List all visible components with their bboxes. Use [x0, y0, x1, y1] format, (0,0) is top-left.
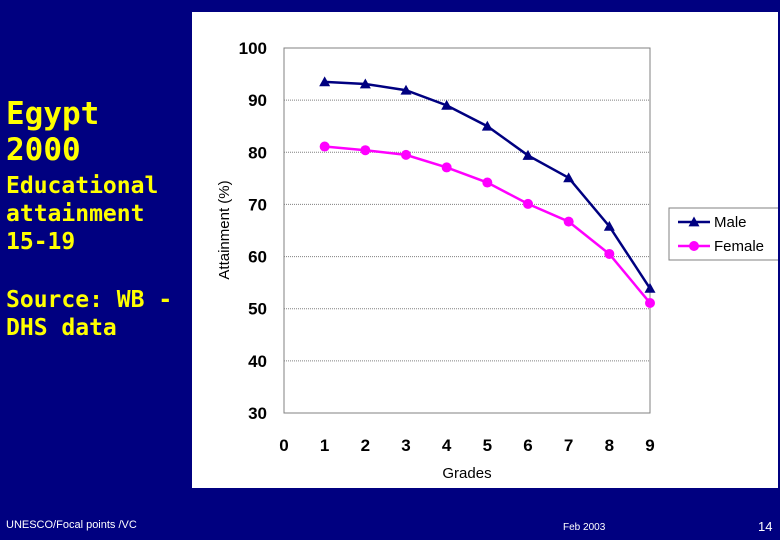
- y-tick-label-30: 30: [248, 404, 267, 423]
- footer-date: Feb 2003: [563, 522, 606, 533]
- series-male: [319, 76, 656, 293]
- x-tick-label-8: 8: [605, 436, 614, 455]
- gridlines: [284, 99, 650, 362]
- legend-box: [668, 207, 778, 261]
- series: [319, 76, 656, 308]
- data-point-male-7: [563, 172, 575, 183]
- y-tick-label-40: 40: [248, 352, 267, 371]
- y-tick-label-90: 90: [248, 91, 267, 110]
- data-point-female-3: [401, 149, 411, 160]
- y-tick-label-70: 70: [248, 195, 267, 214]
- data-point-male-6: [522, 149, 534, 160]
- data-point-female-6: [523, 198, 533, 209]
- data-point-female-1: [319, 141, 330, 152]
- legend-marker-female: [689, 241, 699, 251]
- data-point-female-7: [563, 216, 574, 227]
- x-tick-label-4: 4: [442, 436, 452, 455]
- y-tick-label-80: 80: [248, 143, 267, 162]
- data-point-male-8: [603, 220, 615, 231]
- chart-panel: 30 40 50 60 70 80 90 100 0 1 2 3 4 5 6 7 8 9 Grades Atta…: [192, 12, 778, 488]
- x-tick-label-2: 2: [361, 436, 370, 455]
- slide-subtitle: Educational attainment 15-19: [6, 173, 159, 255]
- data-point-female-8: [604, 248, 615, 259]
- data-point-male-1: [319, 76, 331, 87]
- legend-marker-male: [688, 216, 700, 227]
- slide-title: Egypt 2000: [6, 96, 100, 168]
- source-note: Source: WB - DHS data: [6, 287, 173, 341]
- x-tick-label-9: 9: [645, 436, 654, 455]
- data-point-female-5: [482, 177, 493, 188]
- data-point-female-2: [360, 145, 371, 156]
- legend-label-female: Female: [714, 238, 764, 255]
- page-number: 14: [758, 519, 773, 534]
- y-axis-ticks: 30 40 50 60 70 80 90 100: [239, 39, 267, 423]
- x-tick-label-0: 0: [279, 436, 288, 455]
- x-tick-label-1: 1: [320, 436, 329, 455]
- data-point-male-9: [644, 282, 656, 293]
- y-tick-label-60: 60: [248, 248, 267, 267]
- data-point-male-5: [481, 120, 493, 131]
- data-point-male-4: [441, 99, 453, 110]
- plot-area: [283, 47, 651, 414]
- y-tick-label-100: 100: [239, 39, 267, 58]
- data-point-female-9: [645, 297, 655, 308]
- y-axis-title: Attainment (%): [216, 180, 233, 279]
- line-chart: 30 40 50 60 70 80 90 100 0 1 2 3 4 5 6 7 8 9 Grades Atta…: [216, 39, 778, 482]
- x-axis-ticks: 0 1 2 3 4 5 6 7 8 9: [279, 436, 654, 455]
- legend-label-male: Male: [714, 214, 747, 231]
- y-tick-label-50: 50: [248, 300, 267, 319]
- x-tick-label-6: 6: [523, 436, 532, 455]
- legend: Male Female: [668, 207, 778, 261]
- data-point-female-4: [441, 162, 452, 173]
- footer-organization: UNESCO/Focal points /VC: [6, 519, 137, 531]
- data-point-male-2: [359, 78, 371, 89]
- data-point-male-3: [400, 84, 412, 95]
- x-tick-label-5: 5: [483, 436, 492, 455]
- x-axis-title: Grades: [442, 465, 491, 482]
- x-tick-label-3: 3: [401, 436, 410, 455]
- series-female: [319, 141, 655, 308]
- x-tick-label-7: 7: [564, 436, 573, 455]
